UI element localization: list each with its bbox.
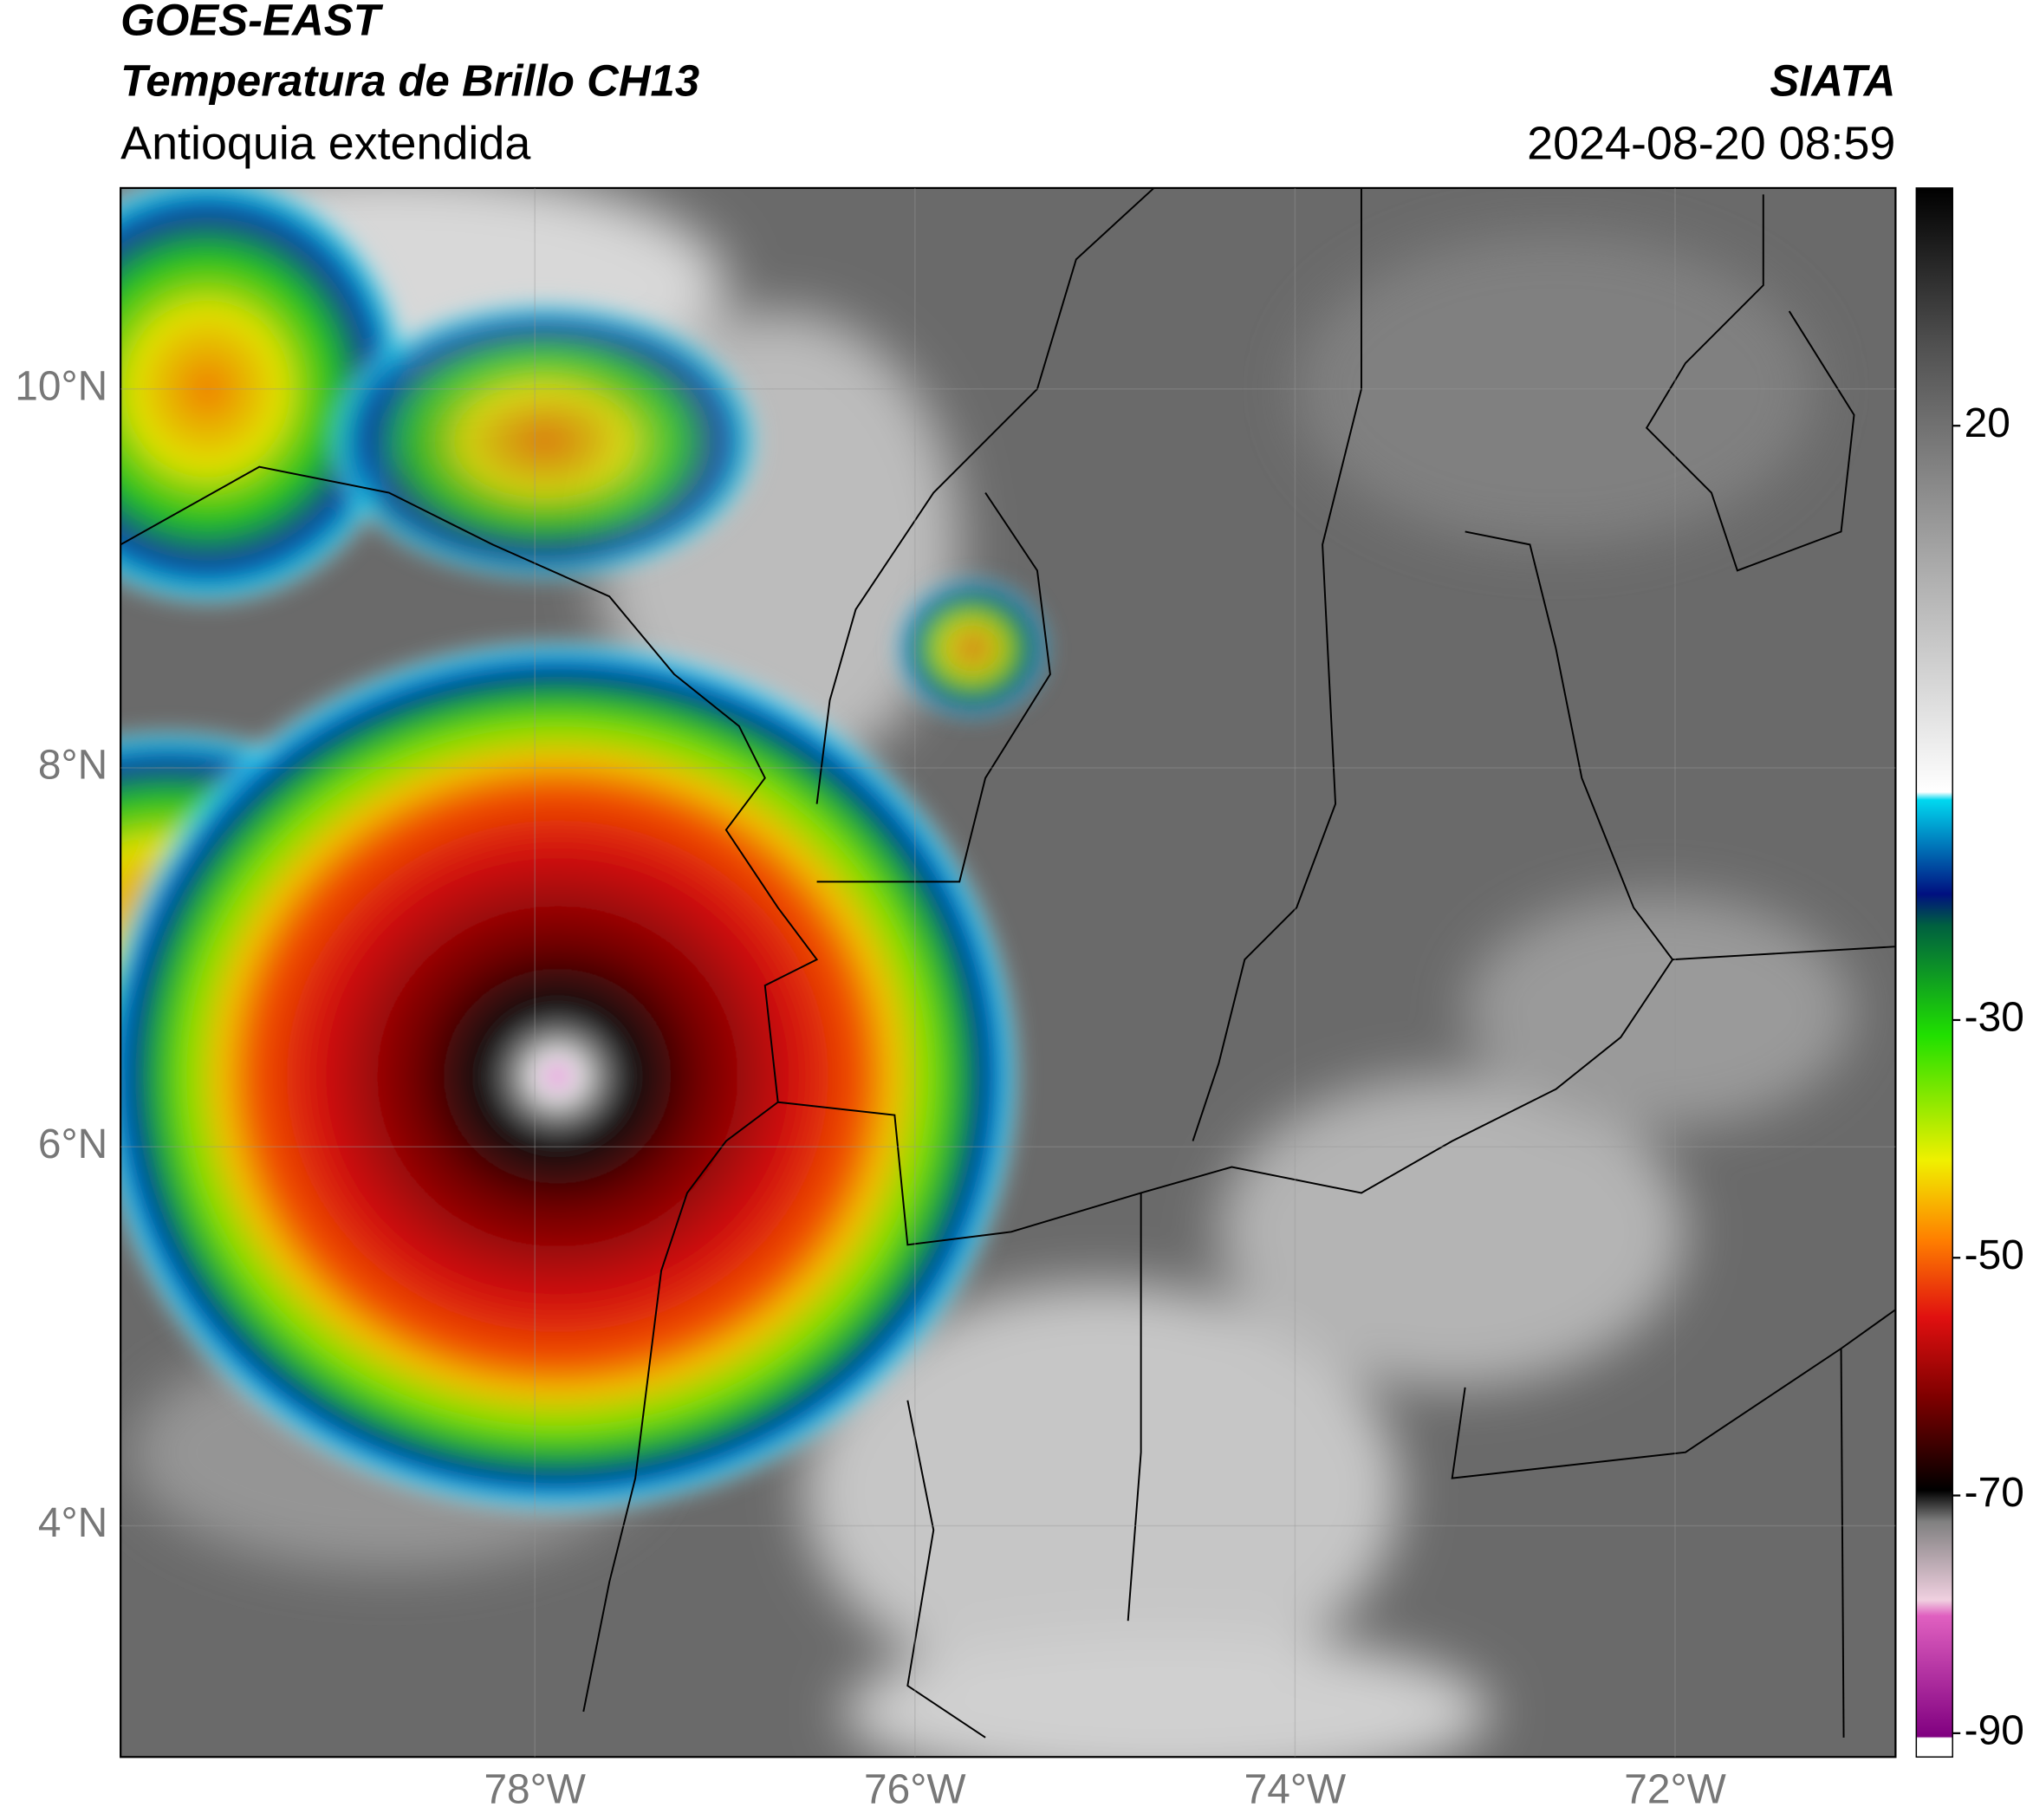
x-tick-label: 72°W [1624, 1766, 1726, 1812]
colorbar-tick-label: -90 [1965, 1707, 2024, 1753]
y-tick-label: 6°N [38, 1121, 107, 1167]
colorbar-tick-label: 20 [1965, 400, 2010, 446]
colorbar-tick-label: -30 [1965, 995, 2024, 1041]
y-tick-label: 8°N [38, 743, 107, 789]
borders [120, 187, 1896, 1739]
colorbar-tick-label: -70 [1965, 1470, 2024, 1516]
x-tick-label: 78°W [484, 1766, 586, 1812]
colorbar [1915, 187, 1953, 1758]
satellite-image [120, 187, 1896, 1758]
y-tick-label: 10°N [15, 363, 107, 409]
datetime: 2024-08-20 08:59 [1527, 117, 1895, 169]
x-tick-label: 76°W [864, 1766, 966, 1812]
title: GOES-EAST [120, 0, 383, 44]
source: SIATA [1770, 56, 1895, 106]
colorbar-tick-label: -50 [1965, 1232, 2024, 1278]
y-tick-label: 4°N [38, 1500, 107, 1546]
map-frame [120, 186, 1897, 1758]
region: Antioquia extendida [120, 117, 530, 169]
x-tick-label: 74°W [1244, 1766, 1347, 1812]
subtitle: Temperatura de Brillo CH13 [120, 56, 699, 106]
